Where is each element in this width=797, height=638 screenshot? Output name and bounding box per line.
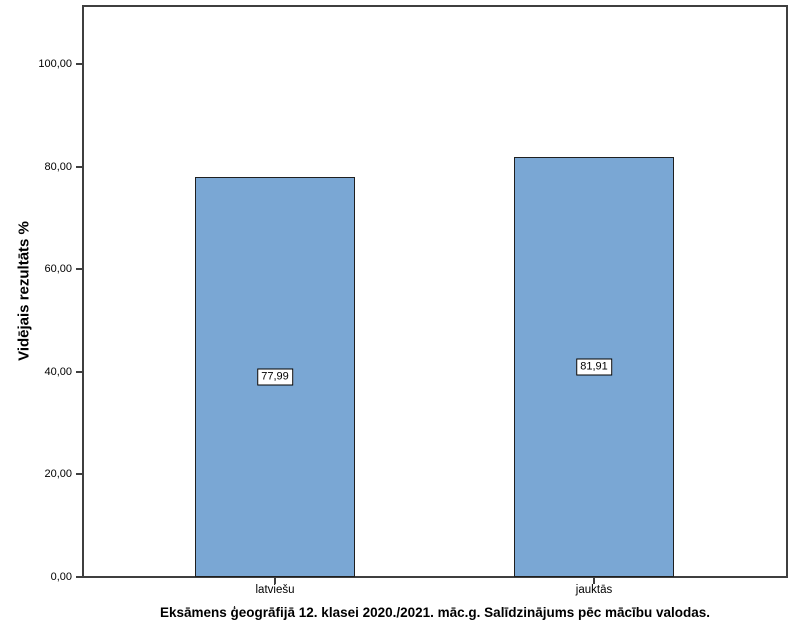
y-tick-label: 20,00 — [44, 468, 72, 481]
y-tick-mark — [76, 576, 82, 578]
x-tick-label: jauktās — [575, 584, 613, 596]
x-tick-label: latviešu — [255, 584, 295, 596]
x-tick-mark — [274, 578, 276, 584]
bar-value-label: 81,91 — [576, 358, 612, 376]
y-tick-label: 0,00 — [50, 571, 72, 583]
y-tick-label: 100,00 — [38, 58, 72, 70]
y-tick-label: 80,00 — [44, 160, 72, 173]
y-tick-mark — [76, 165, 82, 168]
y-tick-mark — [76, 63, 82, 65]
y-axis-title: Vidējais rezultāts % — [15, 221, 33, 361]
y-tick-mark — [76, 370, 82, 373]
y-tick-label: 40,00 — [44, 365, 72, 378]
bar-value-label: 77,99 — [257, 368, 293, 386]
y-tick-label: 60,00 — [44, 263, 72, 276]
y-tick-mark — [76, 268, 82, 271]
chart-title: Eksāmens ģeogrāfijā 12. klasei 2020./202… — [159, 605, 711, 620]
x-tick-mark — [593, 578, 595, 584]
y-tick-mark — [76, 473, 82, 476]
plot-area — [82, 5, 788, 578]
